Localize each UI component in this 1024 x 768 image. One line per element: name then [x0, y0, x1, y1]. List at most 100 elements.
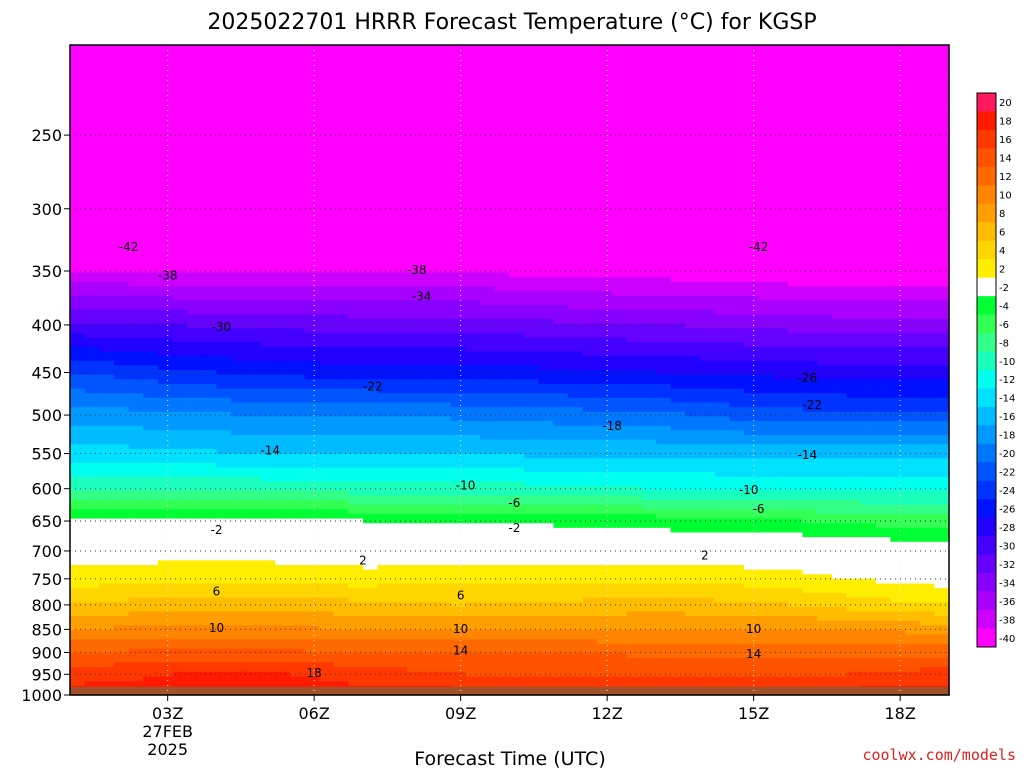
heatmap-cell	[509, 383, 525, 390]
heatmap-cell	[450, 281, 467, 288]
heatmap-cell	[172, 175, 188, 181]
heatmap-cell	[421, 281, 437, 288]
heatmap-cell	[275, 365, 291, 371]
heatmap-cell	[905, 100, 921, 106]
heatmap-cell	[758, 68, 774, 74]
heatmap-cell	[743, 244, 760, 250]
heatmap-cell	[319, 123, 335, 130]
heatmap-cell	[363, 226, 379, 232]
heatmap-cell	[231, 114, 247, 120]
heatmap-cell	[905, 212, 921, 218]
heatmap-cell	[494, 328, 511, 334]
heatmap-cell	[348, 383, 364, 390]
heatmap-cell	[919, 179, 935, 185]
heatmap-cell	[201, 416, 218, 422]
heatmap-cell	[275, 286, 291, 292]
heatmap-cell	[875, 68, 891, 74]
heatmap-cell	[157, 63, 174, 69]
heatmap-cell	[582, 193, 598, 199]
heatmap-cell	[538, 305, 555, 311]
heatmap-cell	[201, 258, 218, 264]
heatmap-cell	[201, 82, 218, 88]
heatmap-cell	[304, 202, 320, 209]
heatmap-cell	[480, 165, 496, 171]
heatmap-cell	[99, 370, 115, 376]
heatmap-cell	[304, 151, 320, 158]
heatmap-cell	[201, 318, 218, 325]
heatmap-cell	[304, 383, 320, 390]
heatmap-cell	[905, 263, 921, 269]
heatmap-cell	[656, 342, 672, 348]
heatmap-cell	[187, 388, 203, 394]
heatmap-cell	[260, 244, 276, 250]
heatmap-cell	[70, 263, 86, 269]
heatmap-cell	[597, 360, 613, 366]
heatmap-cell	[699, 249, 716, 255]
heatmap-cell	[128, 425, 144, 431]
heatmap-cell	[934, 54, 950, 60]
heatmap-cell	[421, 114, 437, 120]
heatmap-cell	[494, 346, 511, 353]
heatmap-cell	[392, 397, 408, 404]
heatmap-cell	[861, 161, 877, 167]
heatmap-cell	[157, 388, 174, 394]
heatmap-cell	[494, 188, 511, 195]
heatmap-cell	[392, 263, 408, 269]
heatmap-cell	[729, 402, 745, 408]
heatmap-cell	[157, 161, 174, 167]
heatmap-cell	[304, 402, 320, 408]
heatmap-cell	[304, 91, 320, 97]
heatmap-cell	[743, 407, 760, 413]
heatmap-cell	[201, 263, 218, 269]
heatmap-cell	[216, 147, 232, 153]
heatmap-cell	[494, 45, 511, 51]
heatmap-cell	[480, 161, 496, 167]
heatmap-cell	[99, 397, 115, 404]
heatmap-cell	[289, 119, 305, 125]
heatmap-cell	[113, 258, 130, 264]
heatmap-cell	[70, 383, 86, 390]
heatmap-cell	[802, 379, 818, 385]
heatmap-cell	[363, 397, 379, 404]
heatmap-cell	[319, 328, 335, 334]
heatmap-cell	[377, 91, 393, 97]
heatmap-cell	[861, 119, 877, 125]
heatmap-cell	[216, 175, 232, 181]
heatmap-cell	[817, 128, 833, 134]
heatmap-cell	[128, 249, 144, 255]
heatmap-cell	[304, 100, 320, 106]
heatmap-cell	[143, 360, 159, 366]
heatmap-cell	[538, 49, 555, 55]
heatmap-cell	[333, 96, 349, 102]
heatmap-cell	[919, 96, 935, 102]
heatmap-cell	[787, 323, 804, 329]
heatmap-cell	[304, 212, 320, 218]
heatmap-cell	[626, 416, 642, 422]
heatmap-cell	[597, 110, 613, 116]
heatmap-cell	[333, 267, 349, 274]
heatmap-cell	[128, 281, 144, 288]
heatmap-cell	[875, 110, 891, 116]
heatmap-cell	[304, 142, 320, 148]
heatmap-cell	[436, 379, 452, 385]
heatmap-cell	[553, 388, 569, 394]
heatmap-cell	[524, 337, 540, 343]
heatmap-cell	[656, 165, 672, 171]
heatmap-cell	[421, 151, 437, 158]
heatmap-cell	[861, 383, 877, 390]
heatmap-cell	[787, 393, 804, 399]
heatmap-cell	[201, 226, 218, 232]
heatmap-cell	[831, 305, 848, 311]
heatmap-cell	[363, 161, 379, 167]
heatmap-cell	[333, 421, 349, 427]
heatmap-cell	[113, 63, 130, 69]
heatmap-cell	[348, 328, 364, 334]
heatmap-cell	[509, 277, 525, 283]
heatmap-cell	[363, 337, 379, 343]
heatmap-cell	[333, 425, 349, 431]
heatmap-cell	[612, 82, 628, 88]
heatmap-cell	[831, 170, 848, 176]
heatmap-cell	[846, 258, 862, 264]
heatmap-cell	[480, 305, 496, 311]
heatmap-cell	[172, 221, 188, 227]
